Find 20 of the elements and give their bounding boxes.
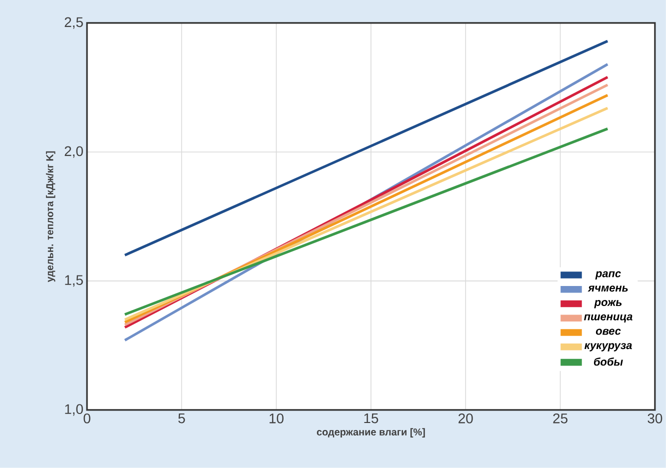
x-tick-label: 10 — [270, 413, 284, 424]
y-tick-label: 1,0 — [65, 404, 83, 416]
x-tick-label: 25 — [553, 413, 568, 424]
legend-label: овес — [596, 328, 621, 335]
legend-label: рапс — [595, 271, 621, 280]
y-tick-label: 2,0 — [64, 146, 83, 158]
y-tick-label: 1,5 — [65, 275, 83, 287]
x-tick-label: 30 — [648, 413, 662, 424]
y-tick-label: 2,5 — [64, 17, 83, 29]
x-axis-title: содержание влаги [%] — [316, 428, 425, 438]
x-tick-label: 5 — [178, 413, 185, 424]
x-tick-label: 15 — [364, 413, 378, 424]
legend-label: бобы — [594, 358, 623, 366]
legend-label: пшеница — [584, 314, 632, 323]
x-tick-label: 0 — [84, 413, 90, 424]
legend-label: кукуруза — [584, 343, 632, 352]
x-tick-label: 20 — [458, 413, 473, 424]
legend-label: рожь — [594, 300, 622, 308]
legend-label: ячмень — [588, 286, 628, 292]
y-axis-title: удельн. теплота [кДж/кг K] — [46, 151, 56, 282]
